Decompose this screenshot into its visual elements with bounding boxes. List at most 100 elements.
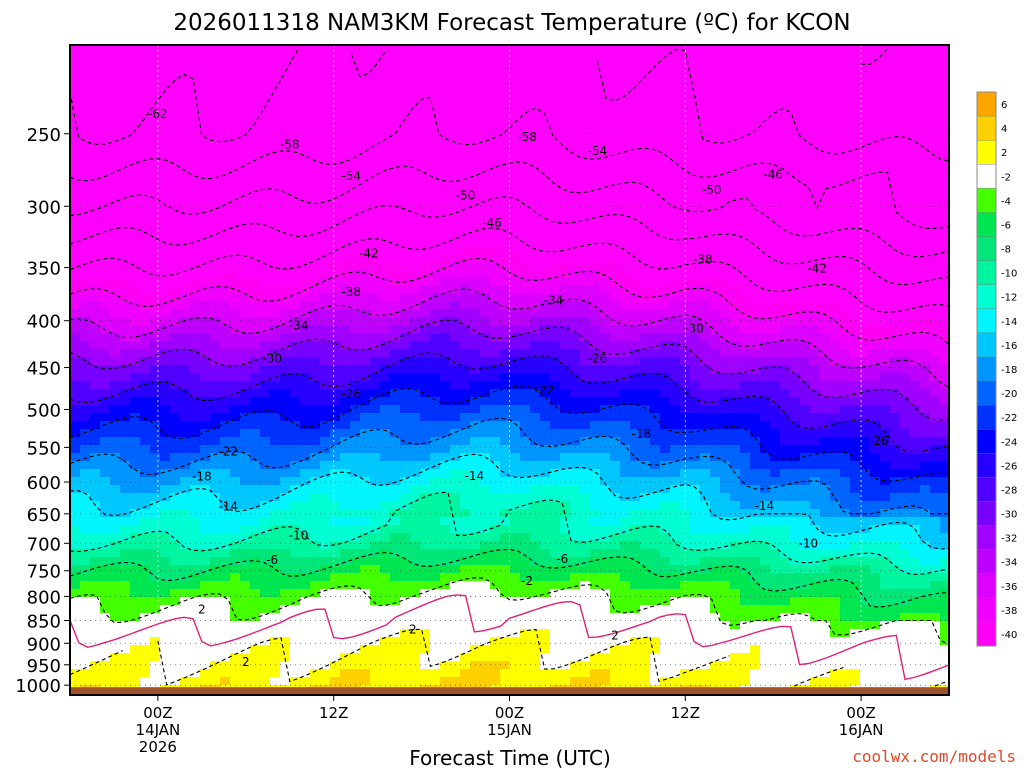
field-cell (860, 277, 871, 286)
field-cell (790, 53, 801, 62)
field-cell (430, 261, 441, 270)
field-cell (800, 469, 811, 478)
field-cell (390, 373, 401, 382)
field-cell (140, 445, 151, 454)
field-cell (630, 293, 641, 302)
field-cell (200, 69, 211, 78)
field-cell (200, 101, 211, 110)
field-cell (80, 117, 91, 126)
field-cell (410, 77, 421, 86)
field-cell (300, 213, 311, 222)
field-cell (440, 245, 451, 254)
field-cell (940, 453, 949, 462)
field-cell (650, 277, 661, 286)
field-cell (860, 189, 871, 198)
field-cell (360, 429, 371, 438)
field-cell (170, 349, 181, 358)
field-cell (470, 69, 481, 78)
field-cell (370, 397, 381, 406)
field-cell (940, 221, 949, 230)
field-cell (220, 157, 231, 166)
field-cell (720, 381, 731, 390)
field-cell (290, 493, 301, 502)
field-cell (370, 453, 381, 462)
field-cell (100, 381, 111, 390)
field-cell (430, 277, 441, 286)
field-cell (410, 229, 421, 238)
field-cell (690, 373, 701, 382)
field-cell (730, 197, 741, 206)
field-cell (390, 125, 401, 134)
field-cell (530, 325, 541, 334)
field-cell (630, 301, 641, 310)
field-cell (920, 325, 931, 334)
field-cell (130, 237, 141, 246)
field-cell (550, 125, 561, 134)
field-cell (830, 133, 841, 142)
field-cell (290, 181, 301, 190)
field-cell (600, 253, 611, 262)
field-cell (490, 165, 501, 174)
field-cell (770, 421, 781, 430)
field-cell (80, 77, 91, 86)
field-cell (80, 277, 91, 286)
field-cell (220, 269, 231, 278)
field-cell (860, 469, 871, 478)
field-cell (300, 69, 311, 78)
field-cell (810, 149, 821, 158)
field-cell (390, 197, 401, 206)
field-cell (150, 485, 161, 494)
field-cell (180, 389, 191, 398)
field-cell (90, 253, 101, 262)
field-cell (840, 117, 851, 126)
field-cell (940, 445, 949, 454)
field-cell (360, 413, 371, 422)
field-cell (570, 45, 581, 54)
field-cell (900, 181, 911, 190)
field-cell (760, 285, 771, 294)
field-cell (850, 181, 861, 190)
field-cell (360, 421, 371, 430)
field-cell (140, 245, 151, 254)
field-cell (830, 309, 841, 318)
field-cell (260, 469, 271, 478)
field-cell (470, 181, 481, 190)
field-cell (530, 69, 541, 78)
field-cell (80, 341, 91, 350)
field-cell (720, 141, 731, 150)
field-cell (310, 77, 321, 86)
field-cell (650, 349, 661, 358)
field-cell (740, 205, 751, 214)
field-cell (840, 421, 851, 430)
field-cell (690, 333, 701, 342)
field-cell (870, 325, 881, 334)
field-cell (720, 269, 731, 278)
field-cell (170, 221, 181, 230)
field-cell (240, 293, 251, 302)
field-cell (740, 437, 751, 446)
field-cell (420, 181, 431, 190)
field-cell (450, 205, 461, 214)
field-cell (570, 389, 581, 398)
field-cell (940, 341, 949, 350)
field-cell (470, 445, 481, 454)
field-cell (280, 461, 291, 470)
field-cell (700, 293, 711, 302)
field-cell (830, 165, 841, 174)
field-cell (840, 53, 851, 62)
field-cell (660, 125, 671, 134)
field-cell (310, 461, 321, 470)
field-cell (400, 445, 411, 454)
field-cell (420, 333, 431, 342)
field-cell (110, 477, 121, 486)
field-cell (610, 253, 621, 262)
field-cell (730, 365, 741, 374)
field-cell (650, 261, 661, 270)
field-cell (180, 365, 191, 374)
field-cell (160, 325, 171, 334)
field-cell (260, 197, 271, 206)
field-cell (130, 285, 141, 294)
field-cell (600, 461, 611, 470)
field-cell (820, 309, 831, 318)
field-cell (690, 397, 701, 406)
